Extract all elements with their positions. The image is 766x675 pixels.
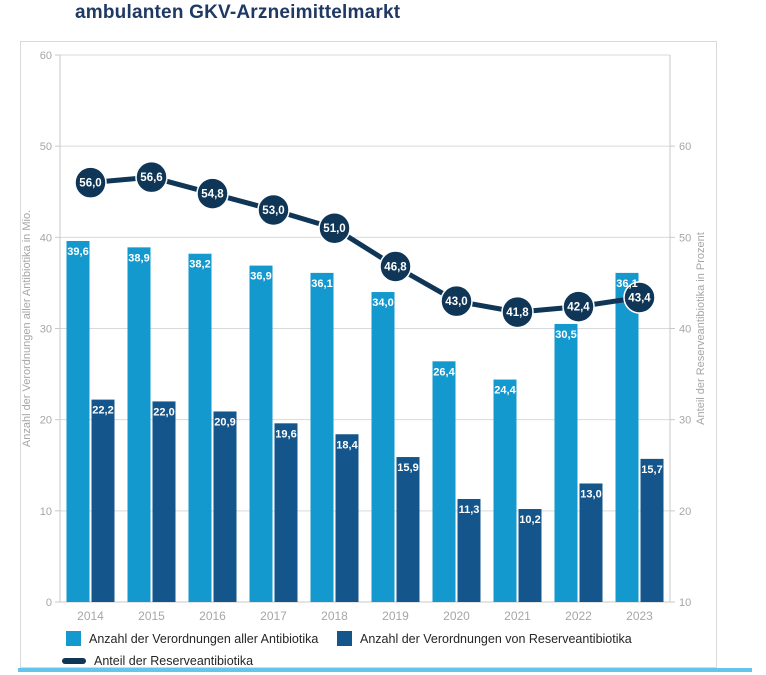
bar-label-reserve-antibiotics-2015: 22,0 xyxy=(153,406,174,418)
right-axis-tick-label: 20 xyxy=(679,506,691,518)
bar-all-antibiotics-2016 xyxy=(188,253,212,602)
bar-label-reserve-antibiotics-2018: 18,4 xyxy=(336,439,358,451)
reserve-share-line xyxy=(90,174,640,315)
bar-reserve-antibiotics-2022 xyxy=(579,483,603,602)
chart-title: ambulanten GKV-Arzneimittelmarkt xyxy=(75,2,401,23)
left-axis-tick-label: 50 xyxy=(40,141,52,153)
left-axis-title: Anzahl der Verordnungen aller Antibiotik… xyxy=(21,210,33,447)
line-point-2021 xyxy=(501,295,534,329)
bar-reserve-antibiotics-2021 xyxy=(518,509,542,602)
line-point-label-2022: 42,4 xyxy=(567,302,590,314)
bar-label-all-antibiotics-2021: 24,4 xyxy=(494,385,516,397)
x-axis-year-label: 2017 xyxy=(260,609,287,623)
right-axis-title: Anteil der Reserveantibiotika in Prozent xyxy=(695,232,707,425)
bar-reserve-antibiotics-2019 xyxy=(396,457,420,602)
left-axis-tick-label: 40 xyxy=(40,232,52,244)
bar-label-reserve-antibiotics-2020: 11,3 xyxy=(459,504,480,516)
bar-label-reserve-antibiotics-2023: 15,7 xyxy=(641,464,662,476)
line-point-2022 xyxy=(562,290,595,323)
x-axis-year-label: 2014 xyxy=(77,609,104,623)
left-axis-tick-label: 30 xyxy=(40,324,52,336)
x-axis-year-label: 2020 xyxy=(443,609,470,623)
bar-label-reserve-antibiotics-2021: 10,2 xyxy=(519,514,540,526)
line-point-label-2017: 53,0 xyxy=(262,205,284,217)
x-axis-year-label: 2015 xyxy=(138,609,165,623)
bar-all-antibiotics-2014 xyxy=(66,240,90,603)
bar-label-all-antibiotics-2020: 26,4 xyxy=(433,366,455,378)
bar-label-reserve-antibiotics-2017: 19,6 xyxy=(275,428,296,440)
left-axis-tick-label: 10 xyxy=(40,506,52,518)
bar-reserve-antibiotics-2017 xyxy=(274,423,298,602)
bar-reserve-antibiotics-2020 xyxy=(457,498,481,602)
line-point-label-2023: 43,4 xyxy=(628,293,651,305)
bar-label-all-antibiotics-2023: 36,1 xyxy=(616,278,637,290)
bar-all-antibiotics-2019 xyxy=(371,292,395,602)
bar-label-reserve-antibiotics-2016: 20,9 xyxy=(214,416,235,428)
line-point-label-2014: 56,0 xyxy=(79,178,101,190)
legend-item-reserve-share: Anteil der Reserveantibiotika xyxy=(62,654,253,668)
bar-label-all-antibiotics-2018: 36,1 xyxy=(311,278,332,290)
bar-label-all-antibiotics-2017: 36,9 xyxy=(250,271,271,283)
right-axis-tick-label: 40 xyxy=(679,324,691,336)
legend-label: Anteil der Reserveantibiotika xyxy=(94,654,254,668)
legend-item-reserve-antibiotics: Anzahl der Verordnungen von Reserveantib… xyxy=(337,631,632,646)
x-axis-year-label: 2021 xyxy=(504,609,531,623)
x-axis-year-label: 2019 xyxy=(382,609,409,623)
line-point-2016 xyxy=(196,177,229,210)
bar-reserve-antibiotics-2018 xyxy=(335,434,359,602)
bar-all-antibiotics-2023 xyxy=(615,272,639,602)
x-axis-year-label: 2018 xyxy=(321,609,348,623)
bar-label-all-antibiotics-2014: 39,6 xyxy=(67,246,88,258)
legend-swatch-reserve-antibiotics xyxy=(337,631,352,646)
legend-label: Anzahl der Verordnungen aller Antibiotik… xyxy=(89,631,319,646)
line-point-2015 xyxy=(135,160,168,194)
bar-all-antibiotics-2021 xyxy=(493,379,517,602)
line-point-label-2018: 51,0 xyxy=(323,223,345,235)
bar-label-all-antibiotics-2022: 30,5 xyxy=(555,329,576,341)
bar-label-reserve-antibiotics-2014: 22,2 xyxy=(92,405,113,417)
x-axis-year-label: 2016 xyxy=(199,609,226,623)
bar-reserve-antibiotics-2016 xyxy=(213,411,237,602)
left-axis-tick-label: 60 xyxy=(40,50,52,62)
left-axis-tick-label: 20 xyxy=(40,415,52,427)
bar-label-all-antibiotics-2015: 38,9 xyxy=(128,252,149,264)
legend-swatch-reserve-share-line xyxy=(62,658,86,664)
right-axis-tick-label: 60 xyxy=(679,141,691,153)
line-point-label-2019: 46,8 xyxy=(384,262,407,274)
bar-all-antibiotics-2022 xyxy=(554,323,578,602)
legend-item-all-antibiotics: Anzahl der Verordnungen aller Antibiotik… xyxy=(66,631,318,646)
legend-label: Anzahl der Verordnungen von Reserveantib… xyxy=(360,631,632,646)
bar-all-antibiotics-2015 xyxy=(127,247,151,602)
bar-all-antibiotics-2020 xyxy=(432,361,456,602)
line-point-label-2016: 54,8 xyxy=(201,189,224,201)
line-point-2018 xyxy=(318,211,351,245)
line-point-2020 xyxy=(440,284,473,318)
bar-all-antibiotics-2018 xyxy=(310,272,334,602)
line-point-label-2020: 43,0 xyxy=(445,296,467,308)
bar-reserve-antibiotics-2023 xyxy=(640,458,664,602)
bar-reserve-antibiotics-2014 xyxy=(91,399,115,602)
bottom-accent-rule xyxy=(18,668,752,672)
bar-label-reserve-antibiotics-2022: 13,0 xyxy=(580,488,601,500)
line-point-2019 xyxy=(379,250,412,283)
bar-label-all-antibiotics-2016: 38,2 xyxy=(189,259,210,271)
line-point-2023 xyxy=(623,281,656,314)
bar-label-all-antibiotics-2019: 34,0 xyxy=(372,297,393,309)
right-axis-tick-label: 10 xyxy=(679,597,691,609)
x-axis-year-label: 2022 xyxy=(565,609,592,623)
x-axis-year-label: 2023 xyxy=(626,609,653,623)
line-point-label-2015: 56,6 xyxy=(140,172,162,184)
line-point-label-2021: 41,8 xyxy=(506,307,529,319)
line-point-2014 xyxy=(74,166,107,199)
right-axis-tick-label: 50 xyxy=(679,232,691,244)
line-point-2017 xyxy=(257,193,290,227)
left-axis-tick-label: 0 xyxy=(46,597,52,609)
right-axis-tick-label: 30 xyxy=(679,415,691,427)
bar-label-reserve-antibiotics-2019: 15,9 xyxy=(397,462,418,474)
bar-reserve-antibiotics-2015 xyxy=(152,401,176,602)
legend-swatch-all-antibiotics xyxy=(66,631,81,646)
bar-all-antibiotics-2017 xyxy=(249,265,273,602)
